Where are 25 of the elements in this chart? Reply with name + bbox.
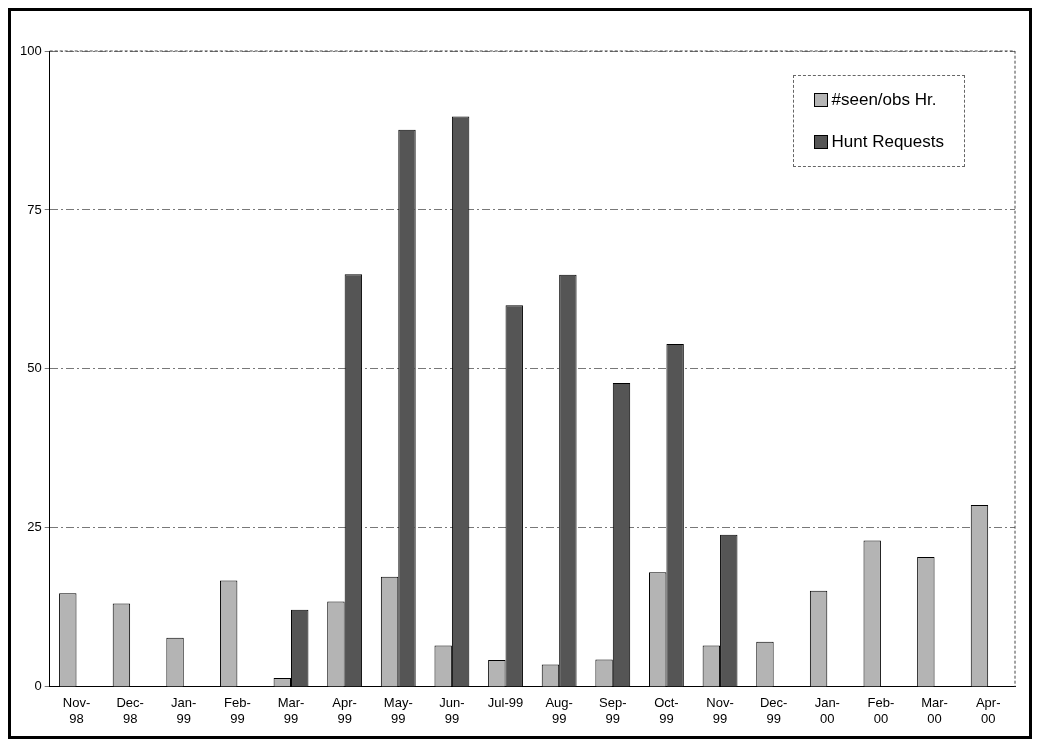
x-tick-label: Dec-99: [759, 695, 788, 726]
y-tick-label: 50: [27, 360, 42, 376]
x-tick-label: Oct-99: [654, 695, 679, 726]
x-tick-label: Jan-99: [171, 695, 197, 726]
x-tick-label: Apr-00: [975, 695, 1001, 726]
x-tick-label: Jul-99: [487, 695, 524, 711]
y-tick-label: 0: [34, 678, 42, 694]
x-tick-label: Nov-99: [706, 695, 734, 726]
x-tick-label: Jan-00: [814, 695, 840, 726]
x-tick-label: Feb-00: [867, 695, 895, 726]
x-tick-label: Mar-99: [277, 695, 305, 726]
x-tick-label: Apr-99: [332, 695, 357, 726]
x-tick-label: Jun-99: [439, 695, 465, 726]
y-tick-label: 25: [27, 519, 42, 535]
x-tick-label: Feb-99: [224, 695, 251, 726]
x-tick-label: Mar-00: [921, 695, 948, 726]
y-tick-label: 75: [27, 201, 42, 217]
legend-label: #seen/obs Hr.: [831, 90, 937, 110]
legend-label: Hunt Requests: [831, 132, 944, 152]
x-tick-label: Nov-98: [62, 695, 91, 726]
x-tick-label: Sep-99: [599, 695, 627, 726]
y-tick-label: 100: [19, 42, 42, 58]
x-tick-label: Dec-98: [116, 695, 144, 726]
x-tick-label: May-99: [383, 695, 413, 726]
x-tick-label: Aug-99: [545, 695, 573, 726]
